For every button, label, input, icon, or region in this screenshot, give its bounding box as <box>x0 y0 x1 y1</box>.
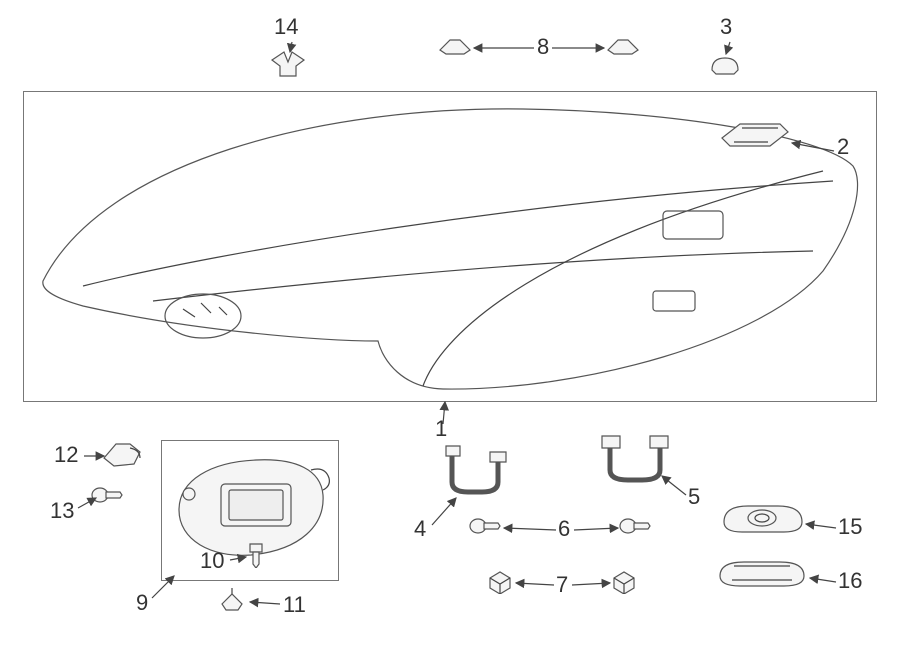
callout-15: 15 <box>838 514 862 540</box>
callout-9: 9 <box>136 590 148 616</box>
callout-2: 2 <box>837 134 849 160</box>
leader-lines <box>0 0 900 661</box>
callout-4: 4 <box>414 516 426 542</box>
callout-8: 8 <box>537 34 549 60</box>
callout-13: 13 <box>50 498 74 524</box>
diagram-canvas: 1 2 3 4 5 6 7 8 9 10 11 12 13 14 15 16 <box>0 0 900 661</box>
callout-16: 16 <box>838 568 862 594</box>
callout-7: 7 <box>556 572 568 598</box>
callout-10: 10 <box>200 548 224 574</box>
callout-6: 6 <box>558 516 570 542</box>
callout-14: 14 <box>274 14 298 40</box>
callout-12: 12 <box>54 442 78 468</box>
callout-3: 3 <box>720 14 732 40</box>
callout-1: 1 <box>435 416 447 442</box>
callout-11: 11 <box>283 592 306 618</box>
callout-5: 5 <box>688 484 700 510</box>
